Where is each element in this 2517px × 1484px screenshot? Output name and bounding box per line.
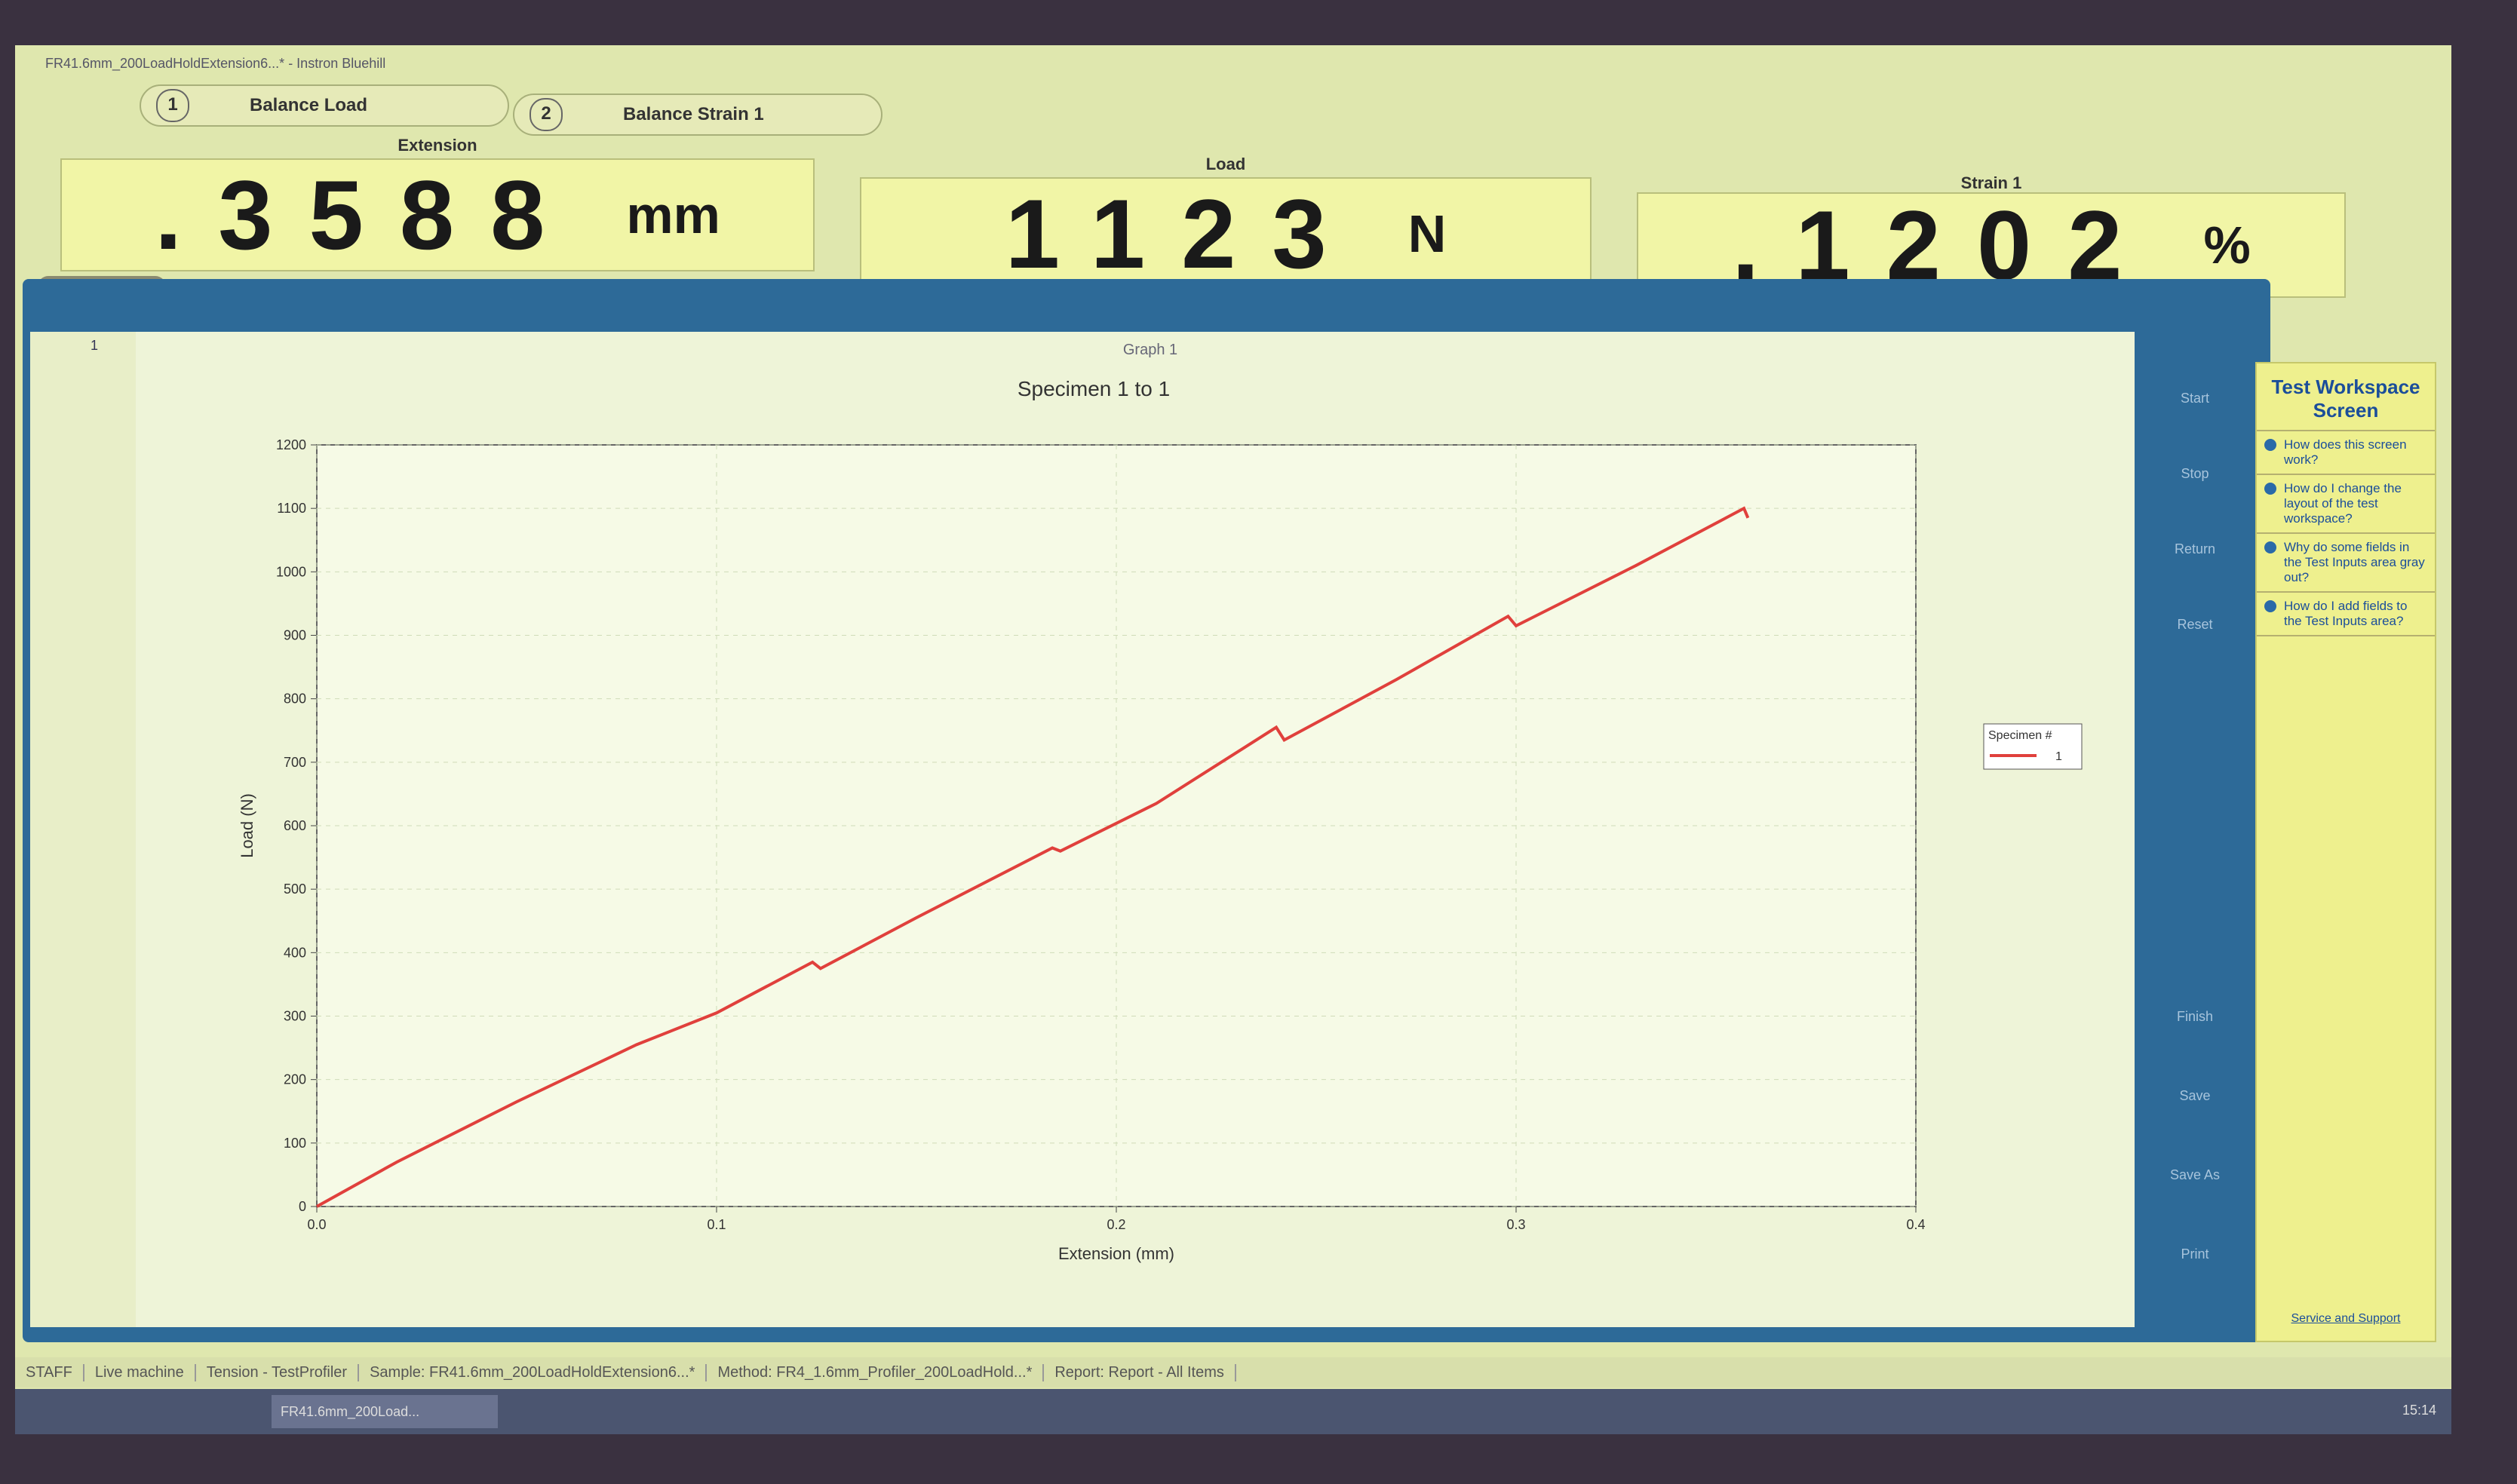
readout-unit: N (1407, 204, 1447, 263)
status-item: Method: FR4_1.6mm_Profiler_200LoadHold..… (707, 1363, 1045, 1381)
y-tick-label: 900 (284, 628, 306, 643)
help-panel: Test Workspace Screen How does this scre… (2255, 362, 2436, 1342)
legend-label: 1 (2055, 750, 2062, 763)
x-tick-label: 0.4 (1906, 1217, 1925, 1232)
x-tick-label: 0.3 (1506, 1217, 1525, 1232)
control-button[interactable]: Reset (2177, 617, 2213, 632)
support-link[interactable]: Service and Support (2291, 1312, 2401, 1325)
specimen-list: 1 (30, 332, 136, 1327)
step-number: 2 (529, 98, 563, 131)
y-tick-label: 1000 (276, 564, 306, 579)
status-item: Sample: FR41.6mm_200LoadHoldExtension6..… (359, 1363, 708, 1381)
step-label: Balance Strain 1 (623, 104, 764, 124)
readout-label: Load (1205, 155, 1246, 173)
y-tick-label: 800 (284, 691, 306, 707)
help-link[interactable]: How do I change the layout of the test w… (2257, 475, 2435, 534)
chart: Graph 1 Specimen 1 to 1 0 100 200 300 400 500… (238, 342, 2083, 1263)
graph-title: Graph 1 (1123, 342, 1177, 358)
readout-label: Strain 1 (1960, 173, 2022, 192)
chart-title: Specimen 1 to 1 (1018, 377, 1170, 400)
readout-panel: .3588 mm (60, 158, 815, 271)
help-link[interactable]: How do I add fields to the Test Inputs a… (2257, 593, 2435, 636)
control-button[interactable]: Stop (2181, 466, 2209, 481)
control-button[interactable]: Print (2181, 1246, 2209, 1262)
readout-value: .3588 (155, 160, 582, 270)
clock: 15:14 (2402, 1403, 2436, 1418)
taskbar: FR41.6mm_200Load... 15:14 (15, 1389, 2451, 1434)
control-button[interactable]: Finish (2176, 1009, 2213, 1024)
control-button[interactable]: Save As (2169, 1167, 2221, 1182)
help-links: How does this screen work? How do I chang… (2257, 431, 2435, 636)
x-tick-label: 0.2 (1107, 1217, 1125, 1232)
help-link[interactable]: Why do some fields in the Test Inputs ar… (2257, 534, 2435, 593)
x-axis-label: Extension (mm) (1058, 1244, 1174, 1263)
control-button[interactable]: Save (2179, 1088, 2211, 1103)
taskbar-window[interactable]: FR41.6mm_200Load... (272, 1395, 498, 1428)
legend-title: Specimen # (1988, 729, 2052, 742)
window-title: FR41.6mm_200LoadHoldExtension6...* - Ins… (45, 56, 386, 71)
status-item: Tension - TestProfiler (196, 1363, 360, 1381)
y-tick-label: 700 (284, 755, 306, 770)
status-bar: STAFF Live machine Tension - TestProfiler S… (15, 1357, 2451, 1387)
y-tick-label: 1100 (277, 501, 306, 516)
graph-panel: Graph 1 Specimen 1 to 1 0 100 200 300 400 500… (136, 332, 2135, 1327)
y-tick-label: 600 (284, 818, 306, 833)
y-tick-label: 200 (284, 1072, 306, 1087)
legend-box (1983, 723, 2083, 770)
step-label: Balance Load (250, 95, 368, 115)
y-axis-label: Load (N) (238, 793, 256, 858)
control-button[interactable]: Start (2180, 391, 2209, 406)
balance-button[interactable]: 2 Balance Strain 1 (513, 94, 882, 136)
readout-unit: mm (626, 186, 720, 244)
data-line (316, 506, 1750, 1208)
readout-unit: % (2203, 216, 2251, 274)
readout-value: 1123 (1005, 179, 1363, 289)
x-tick-label: 0.1 (707, 1217, 726, 1232)
specimen-index: 1 (91, 338, 99, 353)
control-button[interactable]: Return (2174, 541, 2216, 556)
y-tick-label: 100 (284, 1136, 306, 1151)
balance-button[interactable]: 1 Balance Load (140, 84, 509, 127)
y-tick-label: 500 (284, 882, 306, 897)
y-tick-label: 300 (284, 1009, 306, 1024)
y-tick-label: 1200 (276, 437, 306, 452)
readout-label: Extension (398, 136, 477, 155)
y-tick-label: 400 (284, 945, 306, 960)
x-tick-label: 0.0 (307, 1217, 326, 1232)
status-item: Live machine (84, 1363, 196, 1381)
readout-panel: 1123 N (860, 177, 1592, 290)
status-item: STAFF (15, 1363, 84, 1381)
help-link[interactable]: How does this screen work? (2257, 431, 2435, 475)
step-number: 1 (156, 89, 189, 122)
help-title: Test Workspace Screen (2257, 363, 2435, 431)
status-item: Report: Report - All Items (1044, 1363, 1236, 1381)
y-tick-label: 0 (299, 1199, 306, 1214)
